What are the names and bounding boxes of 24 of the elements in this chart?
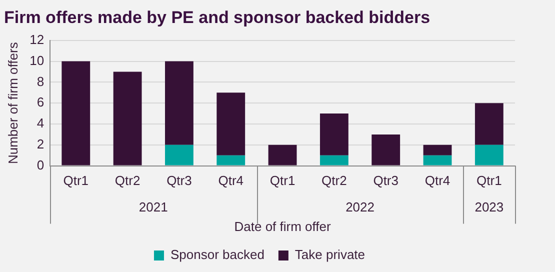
- x-tick-label: Qtr4: [424, 173, 450, 188]
- x-axis-title: Date of firm offer: [234, 218, 332, 234]
- x-tick-label: Qtr4: [218, 173, 244, 188]
- x-tick-label: Qtr2: [114, 173, 140, 188]
- y-tick-label: 8: [36, 74, 44, 89]
- text: 2023: [474, 199, 504, 214]
- x-tick-label: Qtr3: [166, 173, 192, 188]
- legend-label: Sponsor backed: [170, 247, 264, 262]
- x-tick-label: Qtr1: [270, 173, 296, 188]
- y-tick-label: 0: [36, 157, 44, 172]
- legend-label: Take private: [294, 247, 366, 262]
- x-tick-label: Qtr3: [373, 173, 398, 188]
- chart-title: Firm offers made by PE and sponsor backed bidders: [4, 8, 430, 27]
- x-tick-label: Qtr2: [322, 173, 347, 188]
- text: 2021: [138, 199, 168, 214]
- y-tick-label: 6: [36, 94, 44, 110]
- x-tick-label: Qtr1: [63, 173, 89, 188]
- y-tick-label: 4: [36, 116, 44, 131]
- y-axis-title: Number of firm offers: [5, 42, 20, 164]
- x-tick-label: Qtr1: [476, 173, 502, 188]
- y-tick-label: 2: [36, 136, 44, 152]
- text: 2022: [346, 199, 374, 214]
- y-tick-label: 12: [30, 32, 44, 47]
- y-tick-label: 10: [30, 52, 44, 68]
